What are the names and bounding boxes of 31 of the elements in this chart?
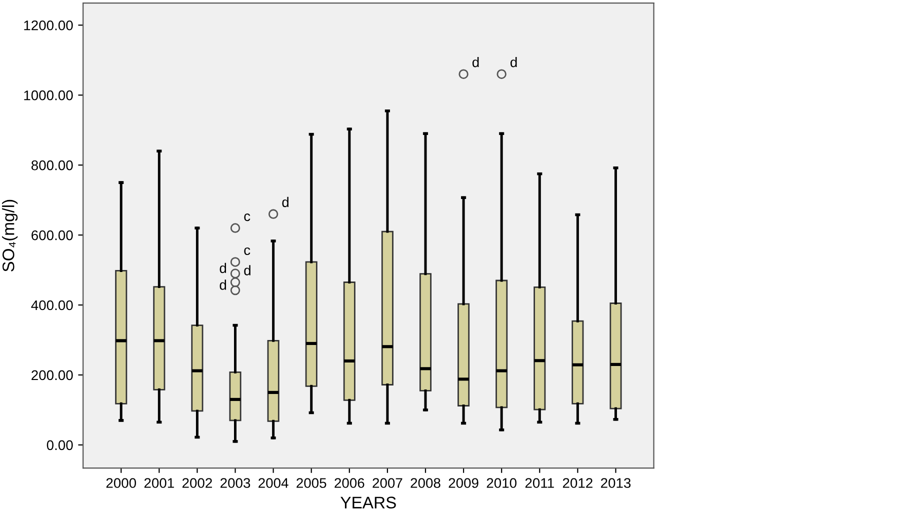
x-tick-label: 2005 bbox=[296, 478, 326, 488]
annotation: d bbox=[244, 265, 250, 276]
y-tick-label: 1000.00 bbox=[24, 90, 73, 100]
x-tick-label: 2012 bbox=[562, 478, 592, 488]
y-tick-label: 0.00 bbox=[46, 440, 73, 450]
x-tick-label: 2011 bbox=[525, 478, 554, 488]
x-tick-label: 2002 bbox=[182, 478, 212, 488]
x-axis-title: YEARS bbox=[340, 496, 396, 508]
x-tick-label: 2000 bbox=[106, 478, 136, 488]
annotation: d bbox=[472, 56, 479, 68]
x-tick-label: 2004 bbox=[258, 478, 288, 488]
x-tick-label: 2009 bbox=[448, 478, 478, 488]
x-tick-label: 2007 bbox=[372, 478, 402, 488]
x-tick-label: 2001 bbox=[144, 478, 174, 488]
annotation: d bbox=[282, 196, 288, 208]
x-tick-label: 2008 bbox=[410, 478, 440, 488]
annotation: c bbox=[244, 214, 250, 222]
y-tick-label: 1200.00 bbox=[24, 20, 73, 30]
annotation: d bbox=[510, 56, 517, 68]
y-tick-label: 800.00 bbox=[31, 160, 73, 170]
x-tick-label: 2010 bbox=[486, 478, 516, 488]
x-tick-label: 2013 bbox=[600, 478, 631, 488]
annotation: c bbox=[244, 247, 250, 256]
x-tick-label: 2003 bbox=[220, 478, 250, 488]
y-tick-label: 200.00 bbox=[32, 370, 73, 380]
x-tick-label: 2006 bbox=[334, 478, 364, 488]
y-tick-label: 400.00 bbox=[31, 300, 73, 310]
y-tick-label: 600.00 bbox=[32, 230, 73, 240]
y-axis-title: SO₄(mg/l) bbox=[2, 200, 18, 272]
annotation: d bbox=[220, 280, 226, 290]
annotation: d bbox=[220, 262, 226, 274]
